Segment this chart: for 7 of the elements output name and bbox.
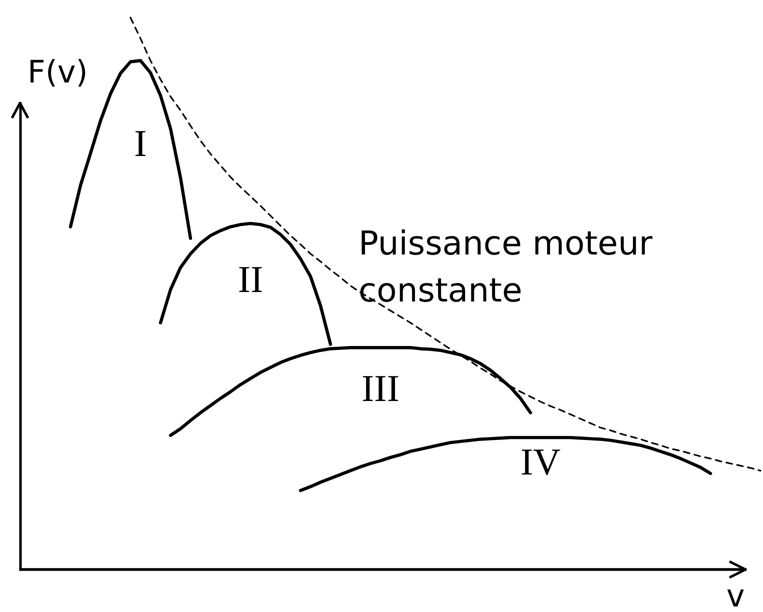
series-label: Puissance moteur constante bbox=[358, 224, 653, 310]
series-label: I bbox=[134, 123, 147, 166]
x-axis-title: v bbox=[726, 578, 745, 612]
series-label: III bbox=[362, 368, 400, 410]
series-label: IV bbox=[520, 441, 562, 484]
series-label: II bbox=[238, 259, 264, 302]
y-axis-title: F(v) bbox=[28, 54, 88, 90]
